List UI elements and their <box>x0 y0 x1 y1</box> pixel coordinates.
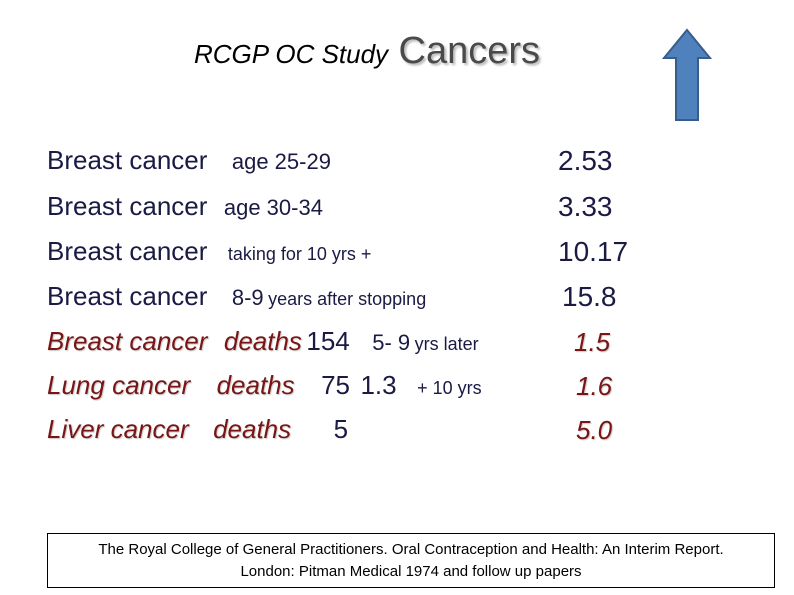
up-arrow-icon <box>662 28 712 121</box>
row-value: 3.33 <box>558 191 613 222</box>
row-detail: taking for 10 yrs + <box>227 244 372 264</box>
row-breast-30-34: Breast cancer age 30-34 <box>47 191 647 231</box>
row-deaths: deaths <box>216 370 295 400</box>
title-sub: Cancers <box>398 30 541 72</box>
row-deaths: deaths <box>213 414 292 444</box>
row-detail-num: 5- 9 <box>372 330 411 355</box>
row-detail: age 30-34 <box>223 195 323 220</box>
row-label: Breast cancer <box>47 236 208 266</box>
row-label: Breast cancer <box>47 145 208 175</box>
row-ratio: 1.3 <box>360 370 397 400</box>
row-count: 5 <box>333 414 349 444</box>
row-lung-deaths: Lung cancer deaths 75 1.3 + 10 yrs <box>47 370 647 410</box>
row-value: 10.17 <box>558 236 629 267</box>
row-count: 75 <box>321 370 351 400</box>
row-count: 154 <box>306 326 350 356</box>
row-breast-25-29: Breast cancer age 25-29 <box>47 145 647 185</box>
row-detail-num: 8-9 <box>231 285 264 310</box>
row-detail: yrs later <box>414 334 479 354</box>
row-label: Breast cancer <box>47 191 208 221</box>
row-label: Liver cancer <box>47 414 189 444</box>
row-breast-10yrs: Breast cancer taking for 10 yrs + <box>47 236 647 276</box>
row-detail: years after stopping <box>268 289 427 309</box>
row-deaths: deaths <box>223 326 302 356</box>
row-liver-deaths: Liver cancer deaths 5 <box>47 414 647 454</box>
row-detail: age 25-29 <box>231 149 331 174</box>
reference-line-2: London: Pitman Medical 1974 and follow u… <box>240 563 582 580</box>
row-value: 1.6 <box>576 371 613 401</box>
row-value: 2.53 <box>558 145 613 176</box>
title-main: RCGP OC Study <box>193 39 389 69</box>
reference-box: The Royal College of General Practitione… <box>47 533 775 588</box>
row-breast-deaths: Breast cancer deaths 154 5- 9 yrs later <box>47 326 647 366</box>
reference-line-1: The Royal College of General Practitione… <box>98 541 724 558</box>
row-value: 5.0 <box>576 415 613 445</box>
row-label: Lung cancer <box>47 370 191 400</box>
row-label: Breast cancer <box>47 281 208 311</box>
slide-title: RCGP OC Study Cancers <box>0 30 764 73</box>
row-value: 1.5 <box>574 327 611 357</box>
row-value: 15.8 <box>562 281 617 312</box>
row-label: Breast cancer <box>47 326 208 356</box>
row-breast-stopping: Breast cancer 8-9 years after stopping <box>47 281 647 321</box>
row-detail: + 10 yrs <box>417 378 482 398</box>
